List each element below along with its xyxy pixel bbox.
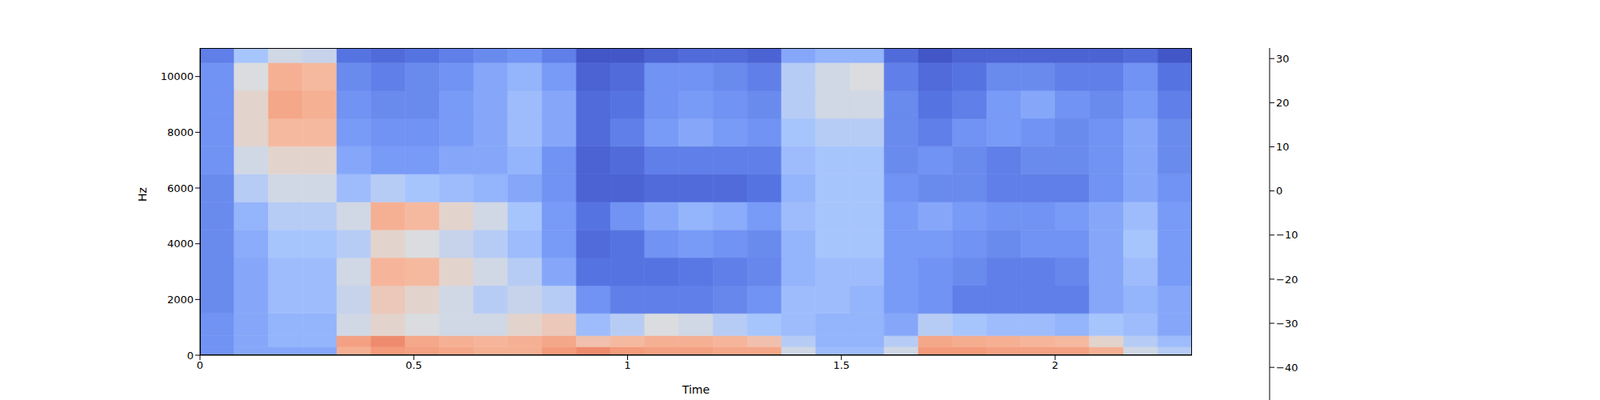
svg-text:2: 2: [1052, 359, 1059, 372]
svg-text:−10: −10: [1276, 228, 1298, 241]
svg-text:−30: −30: [1276, 317, 1298, 330]
svg-text:1: 1: [624, 359, 631, 372]
svg-text:−40: −40: [1276, 361, 1298, 374]
svg-text:1.5: 1.5: [832, 359, 850, 372]
svg-text:8000: 8000: [167, 126, 194, 139]
svg-text:2000: 2000: [167, 293, 194, 306]
svg-text:0: 0: [196, 359, 204, 372]
svg-text:20: 20: [1276, 96, 1290, 109]
svg-text:10: 10: [1276, 140, 1290, 153]
svg-text:30: 30: [1276, 52, 1290, 65]
svg-text:−20: −20: [1276, 273, 1298, 286]
svg-text:Time: Time: [681, 383, 710, 396]
svg-text:0.5: 0.5: [405, 359, 423, 372]
svg-text:6000: 6000: [167, 182, 194, 195]
svg-text:0: 0: [1276, 184, 1283, 197]
svg-text:Hz: Hz: [136, 187, 149, 202]
svg-text:10000: 10000: [160, 70, 194, 83]
svg-text:4000: 4000: [167, 237, 194, 250]
svg-text:0: 0: [187, 349, 194, 362]
